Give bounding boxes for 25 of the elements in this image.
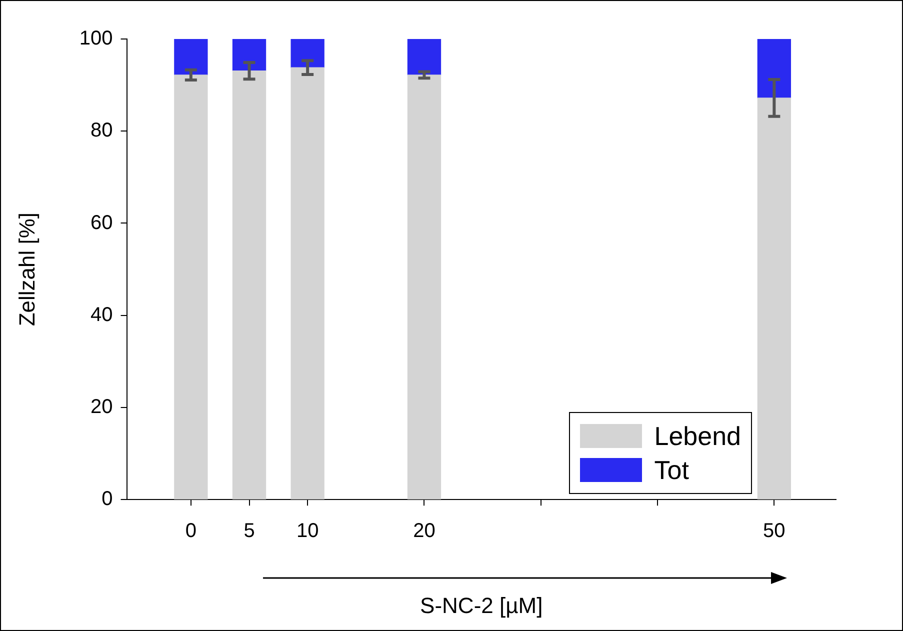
bar (174, 39, 208, 76)
legend-label: Lebend (654, 420, 741, 453)
x-tick-label: 20 (413, 520, 436, 542)
y-axis-title: Zellzahl [%] (14, 212, 40, 326)
x-tick-label: 50 (763, 520, 786, 542)
y-tick-label: 100 (79, 28, 113, 50)
bar (407, 39, 442, 76)
x-tick-label: 0 (185, 520, 196, 542)
legend-label: Tot (654, 454, 689, 487)
x-tick-label: 5 (244, 520, 255, 542)
y-tick-label: 60 (90, 212, 113, 234)
bar (232, 39, 266, 72)
bar (757, 98, 792, 500)
bar (290, 67, 324, 500)
y-tick-label: 80 (90, 120, 113, 142)
x-axis-title: S-NC-2 [µM] (420, 592, 543, 618)
y-tick-label: 40 (90, 304, 113, 326)
bar (407, 74, 442, 500)
bar (174, 74, 208, 500)
bar (232, 70, 266, 500)
y-tick-label: 0 (102, 488, 113, 510)
bar (290, 39, 324, 68)
y-tick-label: 20 (90, 396, 113, 418)
x-tick-label: 10 (296, 520, 319, 542)
bar (757, 39, 792, 98)
